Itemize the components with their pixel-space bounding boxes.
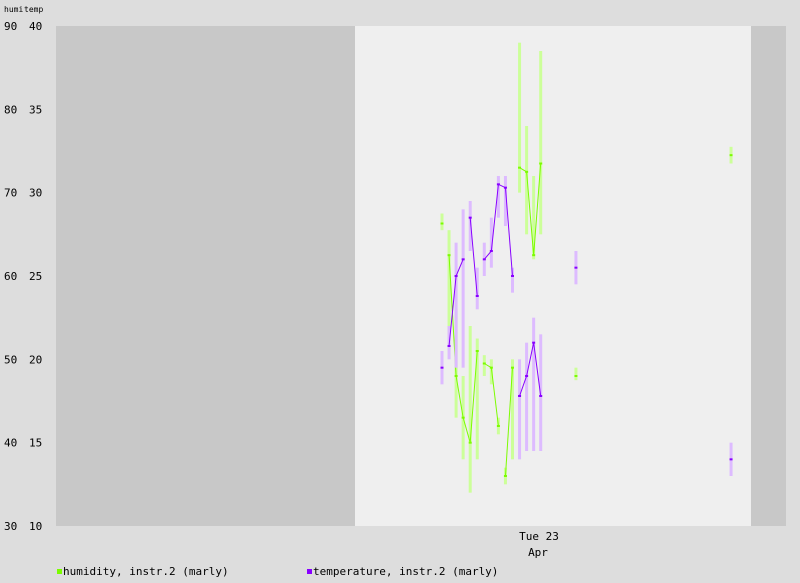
humidity-tick-labels: 90 80 70 60 50 40 30: [4, 20, 17, 533]
humidity-range-bar: [518, 42, 522, 193]
humidity-point: [440, 222, 444, 225]
humidity-tick-label: 40: [4, 437, 17, 450]
series-layer: [440, 42, 733, 493]
temperature-point: [440, 366, 444, 369]
humidity-range-bar: [440, 213, 444, 231]
humidity-point: [574, 375, 578, 377]
temperature-tick-label: 35: [29, 103, 42, 116]
y-axis-label-temperature: temp: [24, 5, 43, 14]
temperature-range-bar: [532, 317, 536, 451]
humidity-tick-label: 60: [4, 270, 17, 283]
legend-humidity: humidity, instr.2 (marly): [57, 565, 229, 578]
humidity-range-bar: [574, 367, 578, 381]
humidity-tick-label: 50: [4, 353, 17, 366]
temperature-range-bar: [468, 201, 472, 251]
humidity-point: [461, 416, 465, 419]
temperature-point: [482, 258, 486, 261]
temperature-point: [468, 216, 472, 219]
plot-area-data-range: [355, 26, 751, 526]
temperature-range-bar: [489, 217, 493, 268]
humidity-point: [729, 154, 733, 157]
humidity-range-bar: [475, 338, 479, 460]
plot-area-outside-range-left: [56, 26, 355, 526]
temperature-tick-label: 25: [29, 270, 42, 283]
humidity-point: [468, 441, 472, 444]
humidity-range-bar: [532, 176, 536, 260]
temperature-tick-label: 40: [29, 20, 42, 33]
legend-temperature-label: temperature, instr.2 (marly): [313, 565, 499, 578]
legend-humidity-label: humidity, instr.2 (marly): [63, 565, 229, 578]
x-tick-sublabel: Apr: [528, 546, 548, 559]
humidity-series-line: [519, 163, 542, 256]
humidity-range-bar: [511, 359, 514, 460]
temperature-series-line: [469, 217, 478, 297]
humidity-tick-label: 70: [4, 187, 17, 200]
temperature-range-bar: [525, 342, 529, 451]
temperature-point: [525, 375, 529, 377]
temperature-tick-label: 10: [29, 520, 42, 533]
temperature-point: [729, 458, 733, 461]
humidity-point: [525, 170, 529, 173]
temperature-tick-labels: 40 35 30 25 20 15 10: [29, 20, 42, 533]
humidity-range-bar: [539, 51, 543, 235]
temperature-range-bar: [496, 176, 500, 218]
temperature-point: [532, 341, 536, 344]
humidity-swatch-icon: [57, 569, 62, 574]
temperature-tick-label: 30: [29, 187, 42, 200]
temperature-range-bar: [511, 267, 514, 293]
humidity-point: [454, 375, 458, 377]
humidity-tick-label: 30: [4, 520, 17, 533]
humidity-range-bar: [525, 126, 529, 235]
humidity-point: [539, 162, 543, 165]
humidity-range-bar: [468, 326, 472, 493]
temperature-tick-label: 20: [29, 353, 42, 366]
humidity-point: [511, 366, 514, 369]
humidity-tick-label: 90: [4, 20, 17, 33]
temperature-range-bar: [454, 242, 458, 368]
temperature-point: [574, 266, 578, 269]
temperature-series-line: [519, 342, 542, 397]
legend-temperature: temperature, instr.2 (marly): [307, 565, 498, 578]
temperature-point: [475, 295, 479, 297]
y-axis-label-humidity: humi: [4, 5, 23, 14]
temperature-point: [489, 250, 493, 252]
temperature-point: [511, 275, 514, 277]
humidity-tick-label: 80: [4, 103, 17, 116]
temperature-point: [503, 186, 507, 189]
humidity-point: [447, 254, 451, 257]
plot-area-outside-range-right: [751, 26, 786, 526]
temperature-point: [496, 183, 500, 186]
x-tick-label: Tue 23: [519, 530, 559, 543]
temperature-point: [539, 395, 543, 397]
humidity-series-line: [504, 367, 513, 477]
humidity-point: [503, 475, 507, 477]
temperature-range-bar: [518, 359, 522, 460]
humidity-point: [518, 166, 522, 169]
humidity-point: [482, 362, 486, 365]
humidity-range-bar: [482, 355, 486, 376]
humidity-range-bar: [447, 230, 451, 335]
humidity-point: [475, 350, 479, 352]
temperature-point: [454, 275, 458, 277]
humidity-point: [489, 366, 493, 369]
humidity-point: [496, 425, 500, 427]
temperature-point: [518, 395, 522, 397]
humidity-point: [532, 254, 536, 257]
temperature-tick-label: 15: [29, 437, 42, 450]
temperature-range-bar: [461, 209, 465, 368]
temperature-point: [447, 345, 451, 347]
temperature-point: [461, 258, 465, 261]
temperature-swatch-icon: [307, 569, 312, 574]
temperature-range-bar: [503, 176, 507, 226]
temperature-range-bar: [475, 267, 479, 310]
